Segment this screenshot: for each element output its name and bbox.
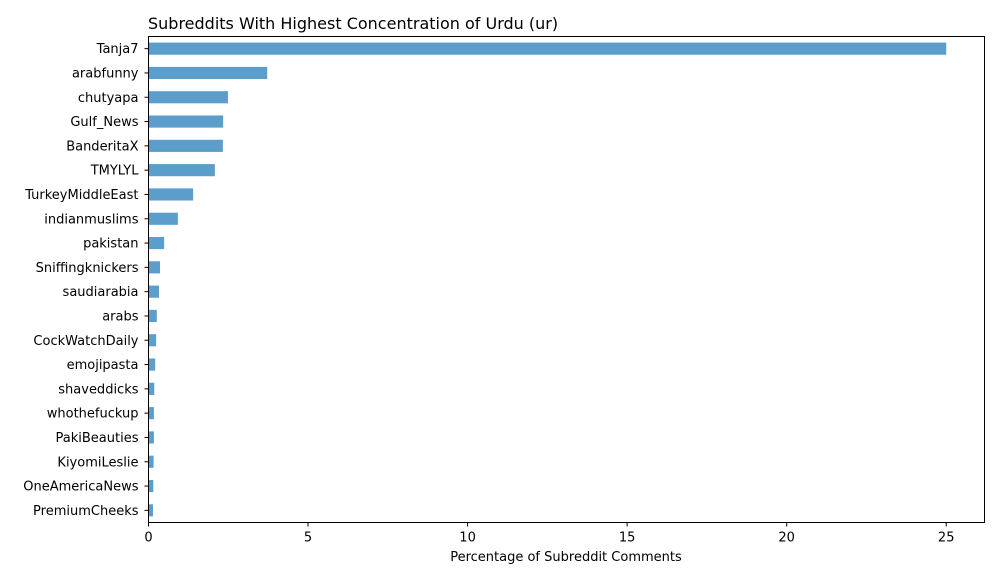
y-tick-label: PakiBeauties: [56, 431, 139, 446]
bar: [148, 212, 178, 225]
x-axis-ticks: 0 5 10 15 20 25: [144, 522, 955, 546]
bar: [148, 309, 157, 323]
plot-frame: [148, 36, 985, 523]
y-tick-label: Sniffingknickers: [36, 261, 139, 276]
bar: [148, 334, 157, 347]
bar: [148, 382, 155, 395]
y-tick-label: chutyapa: [78, 91, 139, 106]
bar: [148, 91, 228, 104]
y-tick-label: shaveddicks: [58, 382, 138, 397]
bars-group: [148, 42, 947, 517]
y-tick-label: Gulf_News: [70, 115, 138, 130]
y-tick-label: TurkeyMiddleEast: [24, 188, 138, 203]
y-axis-ticks: Tanja7 arabfunny chutyapa Gulf_News Banderit…: [23, 42, 149, 519]
x-tick-label: 15: [619, 531, 636, 546]
bar: [148, 455, 154, 468]
x-tick-label: 20: [778, 531, 795, 546]
bar: [148, 236, 165, 250]
y-tick-label: emojipasta: [67, 358, 139, 373]
bar: [148, 115, 224, 128]
bar: [148, 358, 156, 371]
bar: [148, 42, 947, 55]
y-tick-label: KiyomiLeslie: [57, 455, 138, 470]
bar: [148, 261, 160, 274]
bar: [148, 164, 215, 177]
x-tick-label: 25: [938, 531, 955, 546]
bar: [148, 66, 268, 80]
x-tick-label: 5: [304, 531, 312, 546]
chart-title: Subreddits With Highest Concentration of…: [148, 14, 558, 33]
bar: [148, 139, 223, 152]
bar: [148, 188, 194, 201]
x-axis-label: Percentage of Subreddit Comments: [450, 550, 682, 565]
bar: [148, 504, 153, 517]
y-tick-label: indianmuslims: [44, 212, 138, 227]
y-tick-label: pakistan: [83, 237, 138, 252]
bar: [148, 431, 154, 444]
x-tick-label: 0: [144, 531, 152, 546]
bar: [148, 407, 154, 420]
y-tick-label: PremiumCheeks: [33, 504, 139, 519]
y-tick-label: TMYLYL: [90, 164, 140, 179]
y-tick-label: arabfunny: [72, 66, 139, 81]
y-tick-label: saudiarabia: [63, 285, 139, 300]
y-tick-label: BanderitaX: [66, 139, 138, 154]
bar: [148, 479, 154, 493]
y-tick-label: arabs: [102, 309, 139, 324]
y-tick-label: CockWatchDaily: [33, 334, 138, 349]
bar: [148, 285, 160, 298]
y-tick-label: OneAmericaNews: [23, 480, 138, 495]
x-tick-label: 10: [459, 531, 476, 546]
y-tick-label: Tanja7: [96, 42, 139, 57]
y-tick-label: whothefuckup: [47, 407, 139, 422]
